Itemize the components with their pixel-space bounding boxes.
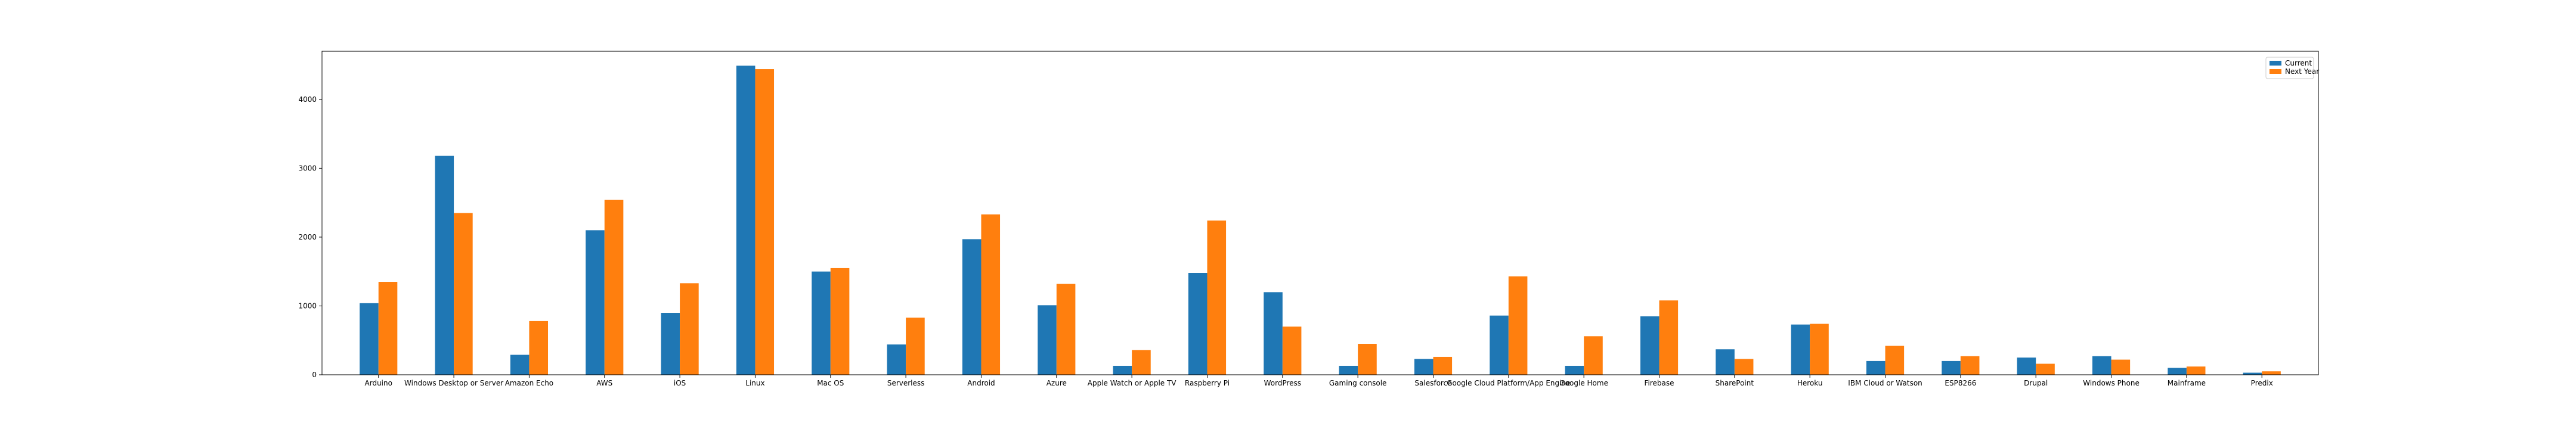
x-tick-label: Apple Watch or Apple TV bbox=[1088, 379, 1177, 387]
x-tick-label: Firebase bbox=[1645, 379, 1674, 387]
x-tick-label: Predix bbox=[2251, 379, 2273, 387]
bar-current bbox=[1490, 315, 1509, 375]
x-tick-label: WordPress bbox=[1264, 379, 1301, 387]
x-tick-label: Linux bbox=[745, 379, 764, 387]
bar-next-year bbox=[680, 283, 699, 375]
plot-background bbox=[322, 51, 2318, 375]
bar-current bbox=[2168, 368, 2187, 375]
x-tick-label: Salesforce bbox=[1414, 379, 1451, 387]
x-tick-label: AWS bbox=[596, 379, 612, 387]
bar-next-year bbox=[529, 321, 549, 375]
bar-current bbox=[2092, 356, 2111, 375]
y-tick-label: 0 bbox=[312, 371, 317, 379]
bar-current bbox=[2017, 358, 2036, 375]
x-tick-label: Google Home bbox=[1559, 379, 1608, 387]
y-tick-label: 1000 bbox=[298, 301, 317, 310]
bar-current bbox=[736, 66, 756, 375]
bar-current bbox=[360, 303, 379, 375]
legend-label: Current bbox=[2285, 59, 2312, 67]
x-tick-label: Arduino bbox=[365, 379, 392, 387]
bar-next-year bbox=[2186, 366, 2206, 375]
bar-current bbox=[962, 239, 982, 375]
legend-swatch bbox=[2270, 61, 2281, 66]
bar-next-year bbox=[1659, 300, 1679, 375]
bar-next-year bbox=[2036, 363, 2055, 375]
bar-current bbox=[812, 271, 831, 375]
x-tick-label: Amazon Echo bbox=[505, 379, 553, 387]
bar-next-year bbox=[830, 268, 850, 375]
bar-current bbox=[1791, 324, 1810, 375]
x-tick-label: Heroku bbox=[1797, 379, 1823, 387]
bar-next-year bbox=[1810, 324, 1829, 375]
bar-next-year bbox=[1132, 350, 1151, 375]
x-tick-label: Gaming console bbox=[1329, 379, 1387, 387]
x-tick-label: Mac OS bbox=[817, 379, 844, 387]
bar-current bbox=[1942, 360, 1961, 375]
bar-current bbox=[510, 355, 530, 375]
x-tick-label: iOS bbox=[674, 379, 686, 387]
bar-current bbox=[586, 230, 605, 375]
y-tick-label: 3000 bbox=[298, 164, 317, 172]
bar-next-year bbox=[906, 318, 925, 375]
x-tick-label: Serverless bbox=[887, 379, 925, 387]
bar-next-year bbox=[1885, 346, 1905, 375]
bar-current bbox=[1716, 349, 1735, 375]
bar-next-year bbox=[1433, 356, 1453, 375]
bar-next-year bbox=[1207, 220, 1227, 375]
bar-next-year bbox=[378, 282, 398, 375]
bar-next-year bbox=[1282, 327, 1302, 375]
x-tick-label: SharePoint bbox=[1716, 379, 1754, 387]
bar-current bbox=[1339, 365, 1358, 375]
bar-next-year bbox=[1734, 359, 1754, 375]
bar-next-year bbox=[1960, 356, 1980, 375]
bar-current bbox=[1414, 359, 1433, 375]
bar-next-year bbox=[755, 69, 775, 375]
x-tick-label: Windows Phone bbox=[2083, 379, 2140, 387]
bar-next-year bbox=[981, 214, 1001, 375]
x-tick-label: ESP8266 bbox=[1945, 379, 1976, 387]
bar-next-year bbox=[1584, 336, 1603, 375]
bar-current bbox=[1113, 365, 1132, 375]
x-axis-ticks: Arduino Windows Desktop or Server Amazon E… bbox=[365, 375, 2273, 387]
bar-next-year bbox=[454, 213, 473, 375]
bar-next-year bbox=[1358, 344, 1377, 375]
bar-current bbox=[1640, 316, 1659, 375]
bar-next-year bbox=[604, 200, 624, 375]
x-tick-label: Mainframe bbox=[2168, 379, 2206, 387]
bar-next-year bbox=[2111, 359, 2131, 375]
bar-current bbox=[1038, 305, 1057, 375]
bar-current bbox=[2243, 372, 2262, 375]
x-tick-label: Google Cloud Platform/App Engine bbox=[1447, 379, 1570, 387]
bar-next-year bbox=[1508, 276, 1528, 375]
bar-next-year bbox=[2262, 371, 2281, 375]
x-tick-label: Azure bbox=[1046, 379, 1067, 387]
bars-layer bbox=[360, 66, 2281, 375]
y-tick-label: 2000 bbox=[298, 233, 317, 241]
legend-label: Next Year bbox=[2285, 67, 2319, 76]
bar-current bbox=[1188, 273, 1208, 375]
bar-current bbox=[435, 156, 454, 375]
x-tick-label: Windows Desktop or Server bbox=[404, 379, 503, 387]
bar-next-year bbox=[1056, 284, 1076, 375]
x-tick-label: Drupal bbox=[2024, 379, 2048, 387]
bar-current bbox=[1866, 360, 1885, 375]
bar-current bbox=[887, 344, 906, 375]
bar-current bbox=[1264, 292, 1283, 375]
y-axis-ticks: 0 1000 2000 3000 4000 bbox=[298, 95, 322, 379]
x-tick-label: Raspberry Pi bbox=[1185, 379, 1230, 387]
bar-current bbox=[661, 313, 680, 375]
plot-frame bbox=[321, 51, 2319, 375]
y-tick-label: 4000 bbox=[298, 95, 317, 104]
bar-current bbox=[1565, 365, 1584, 375]
legend-swatch bbox=[2270, 69, 2281, 74]
x-tick-label: IBM Cloud or Watson bbox=[1848, 379, 1922, 387]
x-tick-label: Android bbox=[967, 379, 995, 387]
